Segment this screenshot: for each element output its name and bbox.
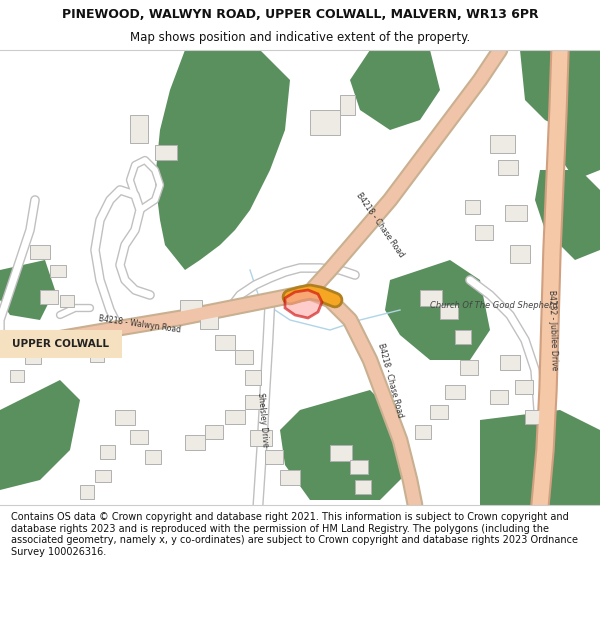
Text: B4218 - Chase Road: B4218 - Chase Road: [354, 191, 406, 259]
Polygon shape: [520, 50, 580, 130]
Bar: [460, 360, 478, 375]
Polygon shape: [535, 170, 600, 260]
Polygon shape: [0, 260, 55, 320]
Bar: [515, 380, 533, 394]
Bar: [350, 460, 368, 474]
Bar: [465, 200, 480, 214]
Bar: [25, 350, 41, 364]
Bar: [490, 135, 515, 153]
Bar: [130, 430, 148, 444]
Bar: [490, 390, 508, 404]
Bar: [50, 265, 66, 277]
Bar: [130, 115, 148, 143]
Bar: [10, 370, 24, 382]
Bar: [415, 425, 431, 439]
Bar: [355, 480, 371, 494]
Bar: [155, 145, 177, 160]
Text: B4218 - Chase Road: B4218 - Chase Road: [376, 342, 404, 418]
Polygon shape: [350, 50, 440, 130]
Bar: [185, 435, 205, 450]
Bar: [80, 485, 94, 499]
Bar: [75, 340, 93, 354]
Polygon shape: [480, 410, 600, 505]
Bar: [340, 95, 355, 115]
Bar: [95, 470, 111, 482]
Bar: [30, 245, 50, 259]
Bar: [200, 315, 218, 329]
Bar: [455, 330, 471, 344]
Polygon shape: [545, 50, 600, 180]
Bar: [235, 350, 253, 364]
Bar: [310, 110, 340, 135]
Text: Contains OS data © Crown copyright and database right 2021. This information is : Contains OS data © Crown copyright and d…: [11, 512, 578, 557]
Bar: [420, 290, 442, 306]
Bar: [40, 290, 58, 304]
Polygon shape: [385, 260, 490, 360]
Bar: [245, 395, 263, 409]
Bar: [525, 410, 541, 424]
Text: Church Of The Good Shepherd: Church Of The Good Shepherd: [430, 301, 558, 309]
Polygon shape: [280, 390, 410, 500]
Bar: [215, 335, 235, 350]
Bar: [180, 300, 202, 316]
Bar: [60, 295, 74, 307]
Text: PINEWOOD, WALWYN ROAD, UPPER COLWALL, MALVERN, WR13 6PR: PINEWOOD, WALWYN ROAD, UPPER COLWALL, MA…: [62, 8, 538, 21]
Bar: [330, 445, 352, 461]
Bar: [510, 245, 530, 263]
Bar: [475, 225, 493, 240]
Polygon shape: [0, 380, 80, 490]
Bar: [265, 450, 283, 464]
Bar: [498, 160, 518, 175]
Bar: [145, 450, 161, 464]
Bar: [445, 385, 465, 399]
Bar: [245, 370, 261, 385]
Bar: [440, 305, 458, 319]
FancyBboxPatch shape: [0, 330, 122, 358]
Bar: [100, 445, 115, 459]
Bar: [205, 425, 223, 439]
Bar: [500, 355, 520, 370]
Bar: [505, 205, 527, 221]
Bar: [115, 410, 135, 425]
Bar: [250, 430, 272, 446]
Polygon shape: [155, 50, 290, 270]
Text: UPPER COLWALL: UPPER COLWALL: [13, 339, 110, 349]
Bar: [225, 410, 245, 424]
Bar: [280, 470, 300, 485]
Text: Shelsley Drive: Shelsley Drive: [256, 392, 270, 448]
Text: Map shows position and indicative extent of the property.: Map shows position and indicative extent…: [130, 31, 470, 44]
Polygon shape: [285, 290, 322, 318]
Bar: [90, 350, 104, 362]
Text: B4232 - Jubilee Drive: B4232 - Jubilee Drive: [547, 289, 559, 371]
Text: B4218 - Walwyn Road: B4218 - Walwyn Road: [98, 314, 182, 334]
Bar: [430, 405, 448, 419]
